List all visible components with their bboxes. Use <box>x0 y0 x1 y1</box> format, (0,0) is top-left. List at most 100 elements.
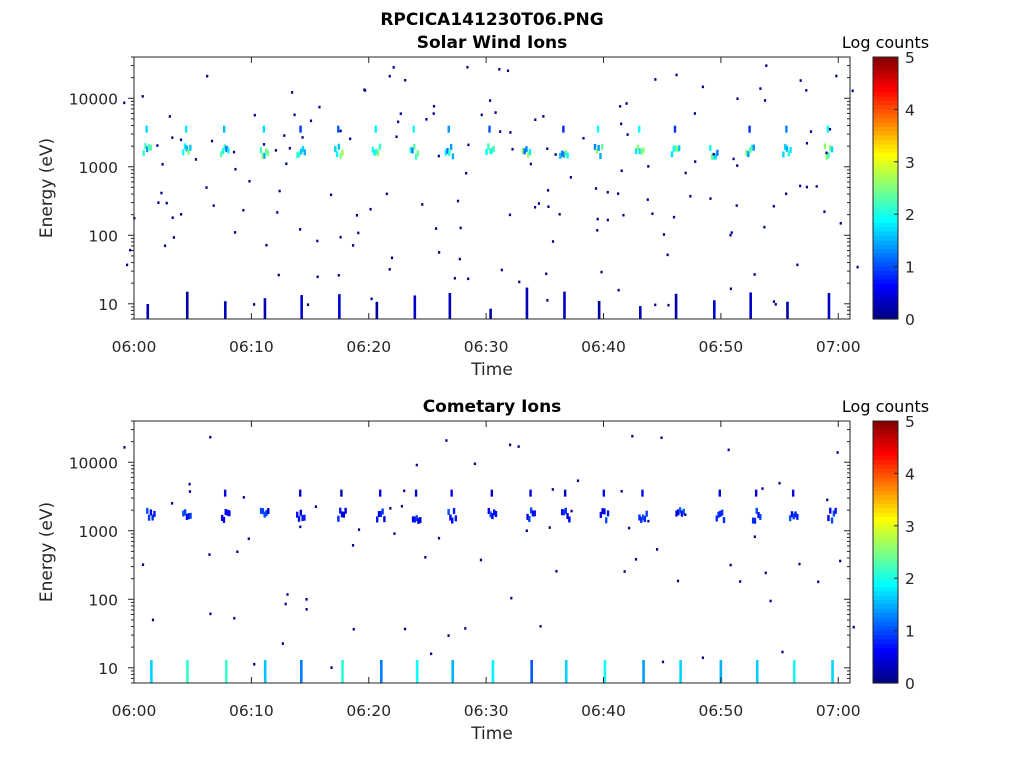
colorbar-segment <box>873 482 898 488</box>
sparse-count <box>421 203 424 206</box>
colorbar-segment <box>873 305 898 311</box>
sparse-count <box>651 212 654 216</box>
main-band-cell <box>722 517 726 524</box>
sparse-count <box>626 133 629 136</box>
colorbar-segment <box>873 122 898 128</box>
low-energy-cell <box>413 295 417 319</box>
sparse-count <box>314 505 318 508</box>
sparse-count <box>672 215 676 219</box>
main-band-cell <box>454 515 458 522</box>
colorbar-segment <box>873 148 898 154</box>
sparse-count <box>161 163 164 166</box>
colorbar-segment <box>873 131 898 137</box>
sparse-count <box>558 212 561 216</box>
main-band-cell <box>142 150 145 157</box>
main-band-cell <box>751 517 755 524</box>
colorbar-segment <box>873 144 898 150</box>
colorbar-segment <box>873 249 898 255</box>
colorbar-segment <box>873 521 898 527</box>
main-band-cell <box>528 149 532 156</box>
main-band-cell <box>334 145 337 152</box>
sparse-count <box>809 130 813 133</box>
main-band-cell <box>564 150 567 157</box>
secondary-band-cell <box>299 125 302 133</box>
colorbar-segment <box>873 438 898 444</box>
colorbar-segment <box>873 292 898 298</box>
sparse-count <box>194 158 198 161</box>
sparse-count <box>390 256 394 260</box>
main-band-cell <box>748 147 752 154</box>
main-band-cell <box>266 150 270 157</box>
secondary-band-cell <box>414 489 418 497</box>
sparse-count <box>447 634 450 637</box>
sparse-count <box>852 625 855 629</box>
sparse-count <box>730 231 733 234</box>
sparse-count <box>404 78 407 82</box>
main-band-cell <box>187 513 190 520</box>
main-band-cell <box>829 507 832 514</box>
sparse-count <box>781 650 784 654</box>
sparse-count <box>655 548 659 551</box>
colorbar-segment <box>873 451 898 457</box>
sparse-count <box>761 487 764 490</box>
sparse-count <box>432 112 435 115</box>
sparse-count <box>141 95 144 98</box>
low-energy-cell <box>150 659 153 683</box>
sparse-count <box>646 198 649 201</box>
sparse-count <box>606 218 609 222</box>
colorbar-segment <box>873 639 898 645</box>
main-band-cell <box>185 513 189 520</box>
secondary-band-cell <box>529 489 532 497</box>
colorbar-segment <box>873 153 898 159</box>
colorbar-segment <box>873 652 898 658</box>
colorbar-segment <box>873 244 898 250</box>
main-band-cell <box>493 509 496 516</box>
main-band-cell <box>562 151 566 158</box>
main-band-cell <box>181 149 185 156</box>
main-band-cell <box>752 144 755 151</box>
main-band-cell <box>714 153 717 160</box>
main-band-cell <box>377 511 381 518</box>
main-band-cell <box>419 517 422 524</box>
secondary-band-cell <box>490 489 494 497</box>
main-band-cell <box>492 145 495 152</box>
main-band-cell <box>341 149 344 156</box>
main-band-cell <box>560 150 564 157</box>
low-energy-cell <box>563 291 566 319</box>
main-band-cell <box>183 143 187 150</box>
sparse-count <box>291 91 294 94</box>
main-band-cell <box>449 143 453 150</box>
sparse-count <box>620 122 623 126</box>
main-band-cell <box>147 514 151 521</box>
sparse-count <box>798 562 801 566</box>
secondary-band-cell <box>596 125 600 133</box>
main-band-cell <box>303 149 306 156</box>
colorbar-segment <box>873 543 898 549</box>
sparse-count <box>693 112 697 115</box>
sparse-count <box>467 277 470 281</box>
sparse-count <box>546 147 549 151</box>
main-band-cell <box>682 508 685 515</box>
main-band-cell <box>827 152 830 159</box>
y-tick-label: 1000 <box>79 523 118 541</box>
main-band-cell <box>525 146 528 153</box>
low-energy-cell <box>300 295 303 319</box>
sparse-count <box>769 599 772 603</box>
sparse-count <box>694 160 697 163</box>
sparse-count <box>293 113 296 117</box>
main-band-cell <box>566 513 569 520</box>
sparse-count <box>188 482 191 486</box>
colorbar-segment <box>873 231 898 237</box>
sparse-count <box>772 300 776 303</box>
sparse-count <box>399 112 402 116</box>
colorbar-segment <box>873 656 898 662</box>
sparse-count <box>606 190 609 194</box>
colorbar-segment <box>873 314 898 320</box>
main-band-cell <box>340 511 344 518</box>
low-energy-cell <box>263 659 267 683</box>
colorbar-segment <box>873 174 898 180</box>
sparse-count <box>141 563 145 567</box>
colorbar-segment <box>873 310 898 316</box>
main-band-cell <box>182 510 185 517</box>
